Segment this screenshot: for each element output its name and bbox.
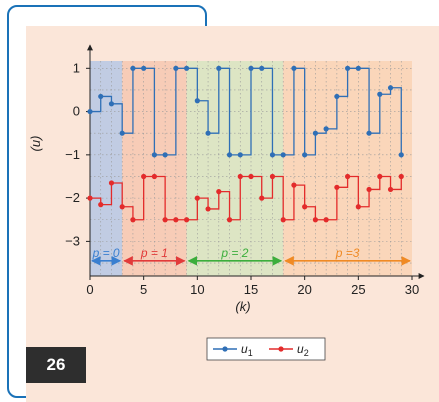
series-u1-point: [280, 152, 286, 158]
series-u1-point: [398, 152, 404, 158]
series-u1-point: [387, 85, 394, 91]
x-tick-label: 30: [405, 282, 419, 297]
series-u2-point: [334, 184, 340, 190]
y-axis-label: (u): [28, 136, 43, 152]
x-tick-label: 15: [244, 282, 258, 297]
series-u1-point: [216, 65, 222, 71]
series-u2-point: [162, 217, 168, 223]
series-u1-point: [162, 152, 168, 158]
series-u1-point: [269, 152, 276, 158]
region-p2-label: p = 2: [220, 246, 248, 260]
series-u1-point: [355, 65, 361, 71]
series-u1-point: [334, 93, 340, 100]
series-u2-point: [108, 180, 115, 186]
y-tick-label: −2: [65, 190, 80, 205]
series-u1-point: [323, 126, 329, 132]
region-p0-label: p = 0: [92, 246, 120, 260]
series-u2-point: [259, 195, 265, 201]
series-u2-point: [226, 217, 233, 223]
y-tick-label: −1: [65, 147, 80, 162]
series-u2-point: [184, 217, 190, 223]
series-u1-point: [312, 130, 318, 136]
series-u1-point: [151, 152, 157, 158]
legend-u1-label: u1: [241, 342, 253, 358]
series-u1-point: [237, 152, 243, 158]
series-u1-point: [194, 98, 200, 104]
x-tick-label: 10: [190, 282, 204, 297]
series-u1-point: [130, 65, 136, 71]
series-u2-point: [237, 173, 243, 180]
legend-box: [206, 337, 326, 361]
series-u2-point: [291, 182, 297, 188]
series-u2-point: [345, 173, 351, 180]
series-u2-point: [280, 217, 286, 223]
region-p3-label: p =3: [335, 246, 360, 260]
y-tick-label: 1: [73, 60, 80, 75]
series-u2-point: [173, 217, 179, 223]
series-u1-point: [259, 65, 265, 71]
legend-u2-swatch-dot: [278, 346, 284, 352]
series-u2-point: [269, 173, 276, 180]
legend-u1-swatch-dot: [222, 346, 228, 352]
series-u1-point: [366, 130, 372, 136]
y-tick-label: 0: [73, 104, 80, 119]
series-u2-point: [151, 173, 157, 180]
series-u2-line: [90, 175, 402, 221]
series-u1-point: [302, 152, 308, 158]
region-p2-shading: [186, 61, 284, 276]
series-u1-point: [173, 65, 179, 71]
series-u1-point: [291, 65, 297, 71]
series-u1-line: [90, 67, 402, 156]
x-tick-label: 20: [297, 282, 311, 297]
x-axis-label: (k): [235, 299, 250, 314]
region-p0-shading: [90, 61, 123, 276]
series-u2-point: [216, 189, 222, 195]
x-tick-label: 0: [86, 282, 93, 297]
series-u2-point: [141, 173, 147, 180]
series-u2-point: [194, 195, 200, 201]
y-tick-label: −3: [65, 233, 80, 248]
series-u2-point: [387, 186, 394, 193]
series-u2-point: [323, 217, 329, 223]
legend-u2-label: u2: [297, 342, 309, 358]
series-u1-point: [87, 108, 93, 115]
series-u2-point: [87, 195, 93, 201]
series-u2-point: [366, 186, 372, 193]
series-u2-point: [130, 217, 136, 223]
series-u2-point: [248, 173, 254, 180]
series-u1-point: [184, 65, 190, 71]
series-u2-point: [312, 217, 318, 223]
series-u1-point: [108, 101, 115, 107]
series-u1-point: [377, 91, 383, 97]
series-u1-point: [226, 152, 233, 158]
series-u1-point: [248, 65, 254, 71]
series-u2-point: [377, 173, 383, 180]
series-u1-point: [345, 65, 351, 71]
series-u2-point: [205, 206, 211, 212]
series-u2-point: [98, 202, 104, 208]
series-u1-point: [119, 130, 125, 136]
series-u2-point: [398, 173, 404, 180]
page-number-badge: 26: [26, 347, 86, 383]
series-u1-point: [141, 65, 147, 71]
series-u2-point: [119, 204, 125, 210]
series-u1-point: [98, 93, 104, 100]
series-u2-point: [355, 204, 361, 210]
region-p1-label: p = 1: [140, 246, 168, 260]
series-u2-point: [302, 204, 308, 210]
x-tick-label: 5: [140, 282, 147, 297]
series-u1-point: [205, 130, 211, 136]
x-tick-label: 25: [351, 282, 365, 297]
